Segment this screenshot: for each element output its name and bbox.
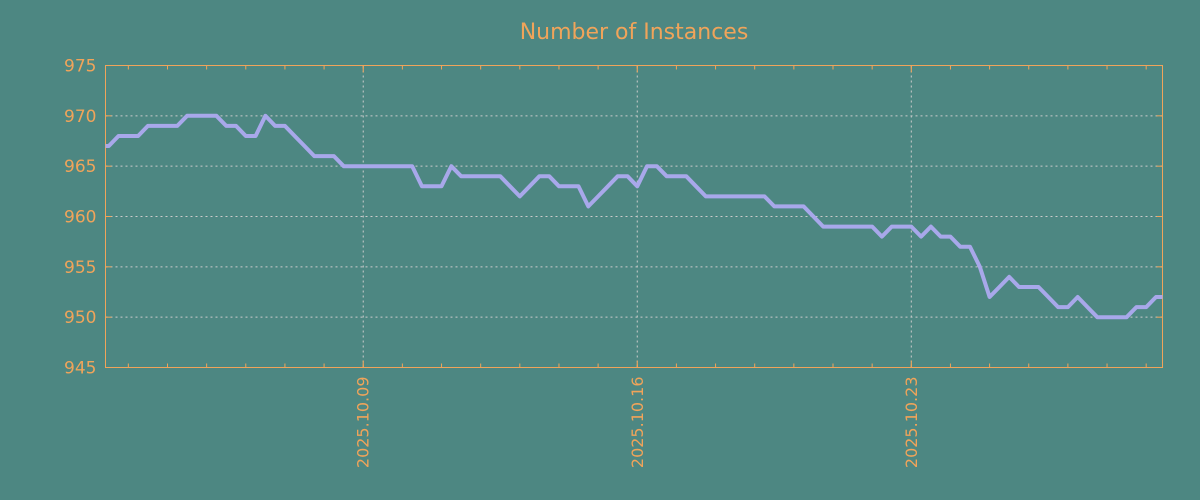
y-axis-label: 970 bbox=[64, 107, 96, 127]
y-axis-label: 960 bbox=[64, 208, 96, 228]
y-axis-label: 955 bbox=[64, 258, 96, 278]
chart-title: Number of Instances bbox=[520, 20, 749, 45]
chart-canvas: 2025.10.09 2025.10.16 2025.10.23 975 970 965 9… bbox=[64, 57, 1163, 469]
plot-frame bbox=[105, 65, 1163, 368]
x-axis-label: 2025.10.23 bbox=[902, 377, 921, 469]
data-series-line bbox=[105, 113, 1163, 320]
y-axis-label: 945 bbox=[64, 359, 96, 379]
y-axis-label: 965 bbox=[64, 157, 96, 177]
x-axis-label: 2025.10.16 bbox=[628, 377, 647, 469]
x-axis-label: 2025.10.09 bbox=[354, 377, 373, 469]
y-axis-label: 975 bbox=[64, 57, 96, 77]
y-axis-label: 950 bbox=[64, 308, 96, 328]
